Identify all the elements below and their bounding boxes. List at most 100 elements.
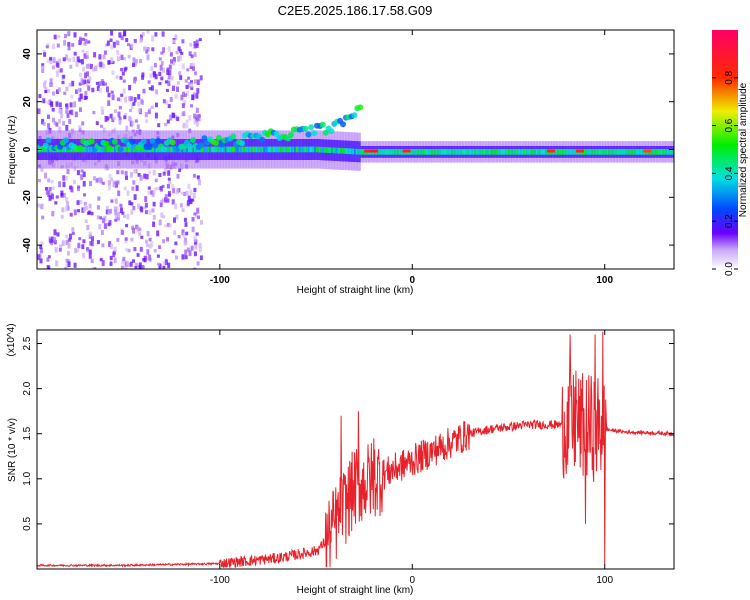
heatmap-cell [141,72,145,77]
heatmap-cell [127,43,130,47]
heatmap-cell [160,76,164,81]
heatmap-cell [637,149,640,155]
heatmap-cell [109,113,113,119]
heatmap-cell [196,175,200,179]
heatmap-cell [412,149,415,155]
heatmap-cell [84,146,87,153]
heatmap-cell [101,217,105,224]
heatmap-cell [51,194,54,200]
heatmap-cell [165,100,169,105]
heatmap-cell [189,146,192,153]
heatmap-cell [161,146,167,153]
heatmap-cell [87,85,91,91]
heatmap-cell [137,94,141,100]
heatmap-cell [65,109,69,114]
heatmap-cell [198,179,201,186]
heatmap-cell [455,149,458,155]
heatmap-cell [515,149,518,155]
heatmap-cell [274,146,277,153]
heatmap-cell [196,88,200,94]
heatmap-cell [191,146,194,153]
heatmap-cell [162,67,165,73]
heatmap-cell [144,202,148,208]
heatmap-cell [617,149,620,155]
heatmap-cell [124,146,127,153]
heatmap-cell [83,146,86,153]
heatmap-cell [185,123,189,129]
heatmap-cell [90,258,94,264]
heatmap-cell [191,94,195,101]
heatmap-cell [194,71,198,76]
heatmap-cell [39,247,43,254]
heatmap-cell [315,146,318,153]
heatmap-cell [161,198,165,202]
heatmap-cell [100,79,104,84]
heatmap-cell [349,148,352,155]
heatmap-cell [170,146,174,153]
heatmap-cell [266,146,269,153]
heatmap-cell [460,149,463,155]
heatmap-cell [177,55,180,62]
heatmap-cell [438,149,441,155]
heatmap-cell [78,59,82,63]
heatmap-cell [508,149,511,155]
heatmap-cell [54,247,58,253]
heatmap-cell [158,57,162,61]
heatmap-cell [218,146,221,153]
heatmap-cell [478,149,482,155]
heatmap-cell [198,38,202,42]
heatmap-cell [206,146,209,153]
heatmap-cell [386,149,389,155]
heatmap-cell [172,60,176,66]
heatmap-cell [42,98,46,104]
heatmap-cell [291,146,294,153]
y-tick-label: 0 [22,146,33,152]
heatmap-cell [64,206,68,212]
heatmap-cell [211,146,214,153]
heatmap-cell [183,191,187,197]
heatmap-cell [68,58,72,63]
heatmap-cell [168,69,172,76]
heatmap-cell [111,70,115,75]
heatmap-cell [131,225,134,230]
heatmap-cell [114,215,118,220]
heatmap-cell [272,146,275,153]
heatmap-cell [150,241,154,248]
heatmap-cell [129,261,133,267]
heatmap-cell [182,122,186,129]
heatmap-cell [83,193,86,197]
heatmap-cell [41,215,45,220]
heatmap-cell [191,217,195,222]
heatmap-cell [173,230,177,235]
heatmap-cell [103,146,106,153]
heatmap-cell [146,144,153,151]
colorbar-gradient [712,30,738,269]
heatmap-cell [193,119,197,125]
heatmap-cell [514,149,517,155]
heatmap-cell [47,123,51,129]
heatmap-cell [81,121,85,126]
heatmap-cell [240,146,243,153]
heatmap-cell [164,194,168,200]
heatmap-cell [532,149,535,155]
heatmap-cell [67,261,71,268]
heatmap-cell [124,237,128,241]
heatmap-cell [117,146,124,153]
heatmap-cell [75,61,79,67]
heatmap-cell [263,146,266,153]
heatmap-cell [308,124,315,131]
heatmap-cell [96,178,100,183]
heatmap-cell [173,217,176,223]
heatmap-cell [189,65,193,69]
heatmap-cell [189,137,196,144]
heatmap-cell [56,43,60,48]
heatmap-cell [195,39,199,46]
heatmap-cell [129,172,133,178]
heatmap-cell [592,149,595,155]
heatmap-cell [657,149,660,155]
heatmap-cell [166,69,170,75]
heatmap-cell [51,236,54,243]
heatmap-cell [614,149,617,155]
heatmap-cell [121,230,125,235]
